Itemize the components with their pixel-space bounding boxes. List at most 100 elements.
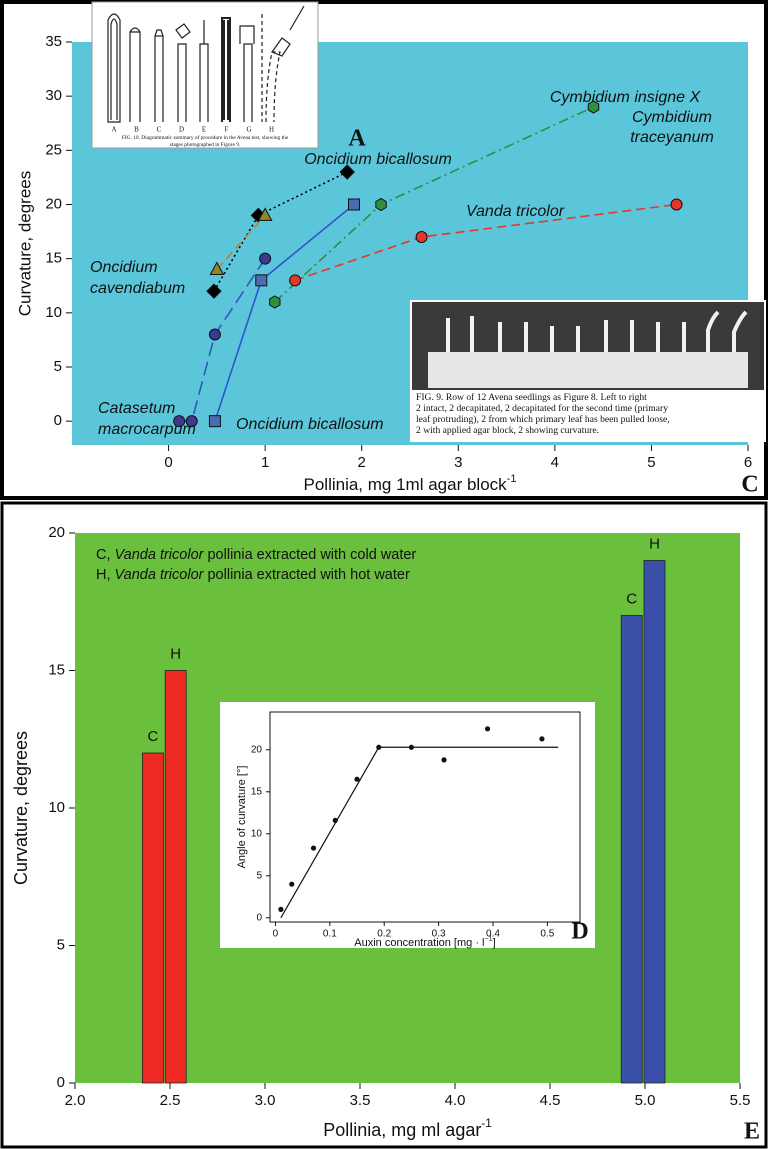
x-tick-label: 5.5 (730, 1092, 751, 1109)
marker (310, 845, 317, 851)
legend-text: pollinia extracted with cold water (203, 547, 416, 563)
y-axis-label: Curvature, degrees (15, 171, 34, 317)
marker (269, 295, 281, 309)
series-line (216, 214, 266, 271)
x-tick-label: 3.0 (255, 1092, 276, 1109)
panel-letter: D (571, 919, 588, 945)
legend-note: C, Vanda tricolor pollinia extracted wit… (96, 547, 416, 563)
x-tick-label: 3.5 (350, 1092, 371, 1109)
marker (347, 198, 360, 211)
diagram-letter: H (269, 126, 274, 134)
bar (620, 615, 643, 1084)
bar-label: H (649, 535, 660, 552)
x-tick-label: 0.3 (432, 929, 446, 940)
series-label: cavendiabum (90, 280, 185, 297)
x-tick-label: 0.5 (540, 929, 554, 940)
series-label: Cymbidium (632, 109, 712, 126)
x-axis-label: Pollinia, mg ml agar-1 (323, 1117, 491, 1140)
y-tick-label: 25 (45, 141, 62, 158)
diagram-letter: A (111, 126, 116, 134)
photo-seedlings (446, 310, 748, 352)
marker (670, 198, 683, 211)
x-axis-label: Auxin concentration [mg · l−1] (354, 934, 495, 948)
x-tick-label: 1 (261, 454, 269, 471)
diagram-letter: B (134, 126, 139, 134)
marker (278, 906, 284, 913)
marker (255, 274, 268, 287)
series-label: Catasetum (98, 400, 175, 417)
x-axis-label: Pollinia, mg 1ml agar block-1 (304, 473, 517, 494)
panel-letter: E (744, 1119, 760, 1145)
marker (484, 726, 491, 732)
x-tick-label: 2.0 (65, 1092, 86, 1109)
y-tick-label: 35 (45, 33, 62, 50)
diagram-letter: E (202, 126, 206, 134)
x-axis-label-text: Pollinia, mg ml agar (323, 1120, 481, 1140)
y-tick-label: 5 (256, 870, 262, 881)
marker (415, 231, 428, 243)
marker (185, 415, 198, 428)
marker (539, 736, 545, 742)
inset-caption: 2 with applied agar block, 2 showing cur… (416, 425, 599, 436)
y-tick-label: 15 (48, 661, 65, 678)
x-axis-label-text: Auxin concentration [mg · l (354, 937, 484, 949)
marker (208, 328, 221, 341)
x-axis-label-end: ] (493, 937, 496, 949)
marker (587, 100, 600, 114)
y-tick-label: 0 (256, 912, 262, 923)
series-line (280, 746, 559, 919)
series-label: macrocarpum (98, 421, 196, 438)
x-tick-label: 0.4 (486, 929, 500, 940)
marker (375, 197, 387, 212)
charts: 0 5 10 15 20 25 30 35 0 1 2 3 4 5 6 Curvature, degrees P… (11, 33, 760, 1145)
marker (259, 252, 272, 265)
photo-block (428, 352, 748, 388)
x-tick-label: 0 (164, 454, 172, 471)
inset-frame (220, 702, 595, 948)
legend-key: C, (96, 547, 115, 563)
bar (643, 560, 666, 1084)
diagram-letter: C (157, 126, 162, 134)
bar-label: C (147, 728, 158, 745)
marker (257, 207, 273, 221)
legend-species: Vanda tricolor (115, 567, 205, 583)
panel-letter: C (741, 472, 758, 498)
x-tick-label: 2.5 (160, 1092, 181, 1109)
x-tick-label: 0 (273, 929, 279, 940)
panel-letter: A (348, 126, 366, 152)
marker (441, 757, 447, 763)
y-tick-label: 30 (45, 87, 62, 104)
x-tick-label: 5 (647, 454, 655, 471)
marker (208, 415, 221, 428)
y-tick-label: 20 (251, 744, 263, 755)
bar-label: C (626, 590, 637, 607)
y-tick-label: 5 (57, 936, 65, 953)
y-tick-label: 5 (54, 358, 62, 375)
inset-caption: FIG. 9. Row of 12 Avena seedlings as Fig… (416, 392, 647, 403)
marker (173, 415, 186, 428)
series-label: Cymbidium insigne X (550, 89, 702, 106)
legend-text: pollinia extracted with hot water (203, 567, 409, 583)
y-tick-label: 10 (45, 304, 62, 321)
marker (289, 881, 295, 887)
x-tick-label: 5.0 (635, 1092, 656, 1109)
bar (141, 752, 164, 1084)
diagram (107, 5, 305, 123)
x-tick-label: 0.2 (377, 929, 391, 940)
x-axis-label-sup: -1 (481, 1117, 491, 1130)
y-tick-label: 15 (45, 250, 62, 267)
inset-caption: 2 intact, 2 decapitated, 2 decapitated f… (416, 403, 668, 414)
y-tick-label: 15 (251, 786, 263, 797)
diagram-letter: D (179, 126, 184, 134)
x-tick-label: 6 (744, 454, 752, 471)
marker (206, 283, 222, 299)
x-axis-label-sup: −1 (485, 934, 493, 942)
y-tick-label: 20 (45, 195, 62, 212)
x-tick-label: 4.0 (445, 1092, 466, 1109)
x-tick-label: 2 (358, 454, 366, 471)
y-tick-label: 10 (251, 828, 263, 839)
series-label: traceyanum (630, 129, 714, 146)
diagram-letter: G (246, 126, 251, 134)
